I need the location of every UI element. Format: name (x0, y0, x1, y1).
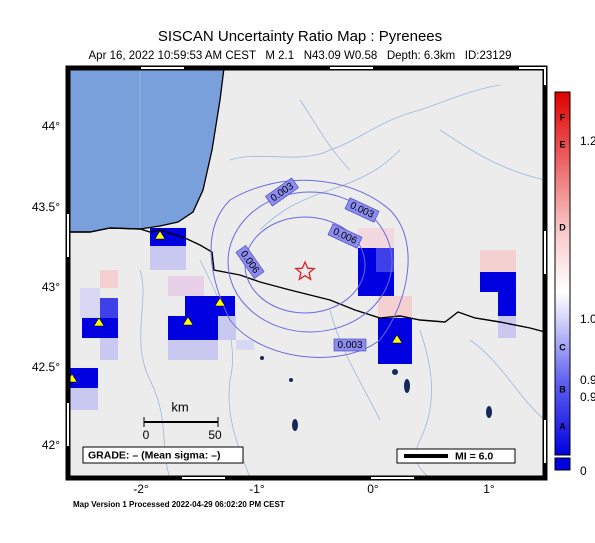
lon-label: -2° (133, 482, 149, 496)
scale-unit: km (171, 399, 188, 414)
colorbar (554, 91, 571, 456)
rivers (139, 68, 545, 478)
epicenter (294, 260, 316, 281)
colorbar-label: 0.9 (580, 390, 595, 404)
colorbar-label: 1.0 (580, 312, 595, 326)
colorbar-label: 1.2 (580, 134, 595, 148)
contour-label-box (344, 197, 380, 223)
grade-box (82, 446, 244, 464)
grade-letter: E (559, 139, 565, 149)
legend-text: MI = 6.0 (455, 450, 493, 462)
lat-label: 42° (42, 438, 60, 452)
contour-label-box (327, 223, 363, 249)
scale-label: 50 (208, 428, 222, 442)
grade-letter: C (559, 342, 566, 352)
title: SISCAN Uncertainty Ratio Map : Pyrenees (158, 28, 442, 45)
legend-box (396, 448, 516, 464)
border (68, 227, 545, 333)
contour-label-box (265, 177, 299, 207)
subtitle: Apr 16, 2022 10:59:53 AM CEST M 2.1 N43.… (89, 50, 512, 62)
stations (68, 230, 403, 383)
colorbar-label: 0 (580, 464, 587, 478)
colorbar-label: 0.9 (580, 373, 595, 387)
lat-label: 44° (42, 119, 60, 133)
grade-letter: D (559, 222, 566, 232)
grade-text: GRADE: – (Mean sigma: –) (88, 449, 220, 461)
frame-ticks (67, 67, 546, 479)
lon-label: 1° (483, 482, 495, 496)
contour-label-text: 0.003 (337, 340, 362, 351)
colorbar-zero (554, 457, 571, 471)
lat-label: 42.5° (32, 360, 60, 374)
grid-cells (68, 228, 516, 410)
contour-label-box (235, 245, 265, 279)
lon-label: 0° (367, 482, 379, 496)
lon-label: -1° (249, 482, 265, 496)
grade-letter: A (559, 421, 566, 431)
scale-label: 0 (143, 428, 150, 442)
footer: Map Version 1 Processed 2022-04-29 06:02… (73, 500, 285, 509)
contour-label-box (333, 338, 367, 352)
grade-letter: B (559, 384, 566, 394)
grade-letter: F (560, 112, 566, 122)
scale-bar (143, 417, 219, 427)
lat-label: 43.5° (32, 200, 60, 214)
lakes (260, 356, 492, 431)
lat-label: 43° (42, 280, 60, 294)
contour-label: 0.003 (333, 338, 367, 352)
